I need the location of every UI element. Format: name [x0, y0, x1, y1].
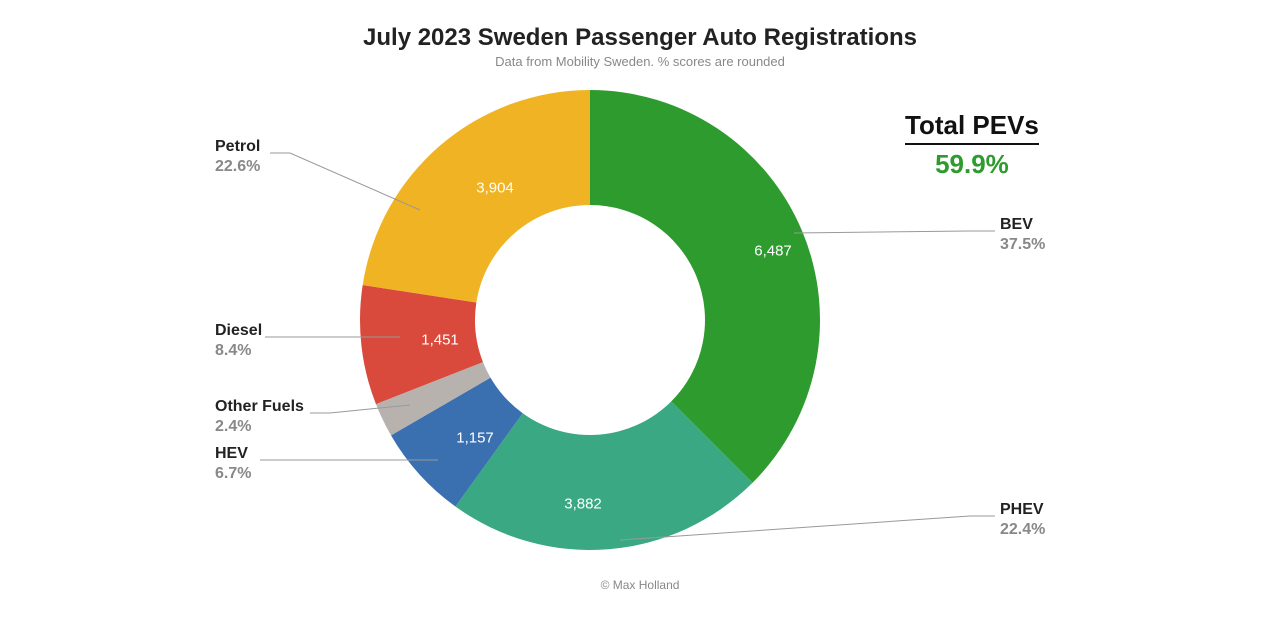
- label-pct: 2.4%: [215, 417, 304, 437]
- label-other-fuels: Other Fuels2.4%: [215, 397, 304, 437]
- slice-value-petrol: 3,904: [476, 180, 514, 197]
- label-diesel: Diesel8.4%: [215, 321, 262, 361]
- donut-chart: [0, 0, 1280, 617]
- leader-line: [794, 231, 995, 233]
- label-phev: PHEV22.4%: [1000, 500, 1045, 540]
- chart-page: { "title": "July 2023 Sweden Passenger A…: [0, 0, 1280, 617]
- credit-text: © Max Holland: [0, 578, 1280, 592]
- label-hev: HEV6.7%: [215, 444, 251, 484]
- label-name: Petrol: [215, 137, 260, 157]
- label-pct: 22.6%: [215, 157, 260, 177]
- callout-value: 59.9%: [905, 149, 1039, 180]
- label-name: HEV: [215, 444, 251, 464]
- label-name: Diesel: [215, 321, 262, 341]
- total-pevs-callout: Total PEVs 59.9%: [905, 110, 1039, 180]
- callout-label: Total PEVs: [905, 110, 1039, 145]
- label-pct: 37.5%: [1000, 235, 1045, 255]
- slice-value-hev: 1,157: [456, 430, 494, 447]
- label-pct: 6.7%: [215, 464, 251, 484]
- slice-bev: [590, 90, 820, 483]
- label-name: PHEV: [1000, 500, 1045, 520]
- label-bev: BEV37.5%: [1000, 215, 1045, 255]
- label-name: BEV: [1000, 215, 1045, 235]
- label-pct: 8.4%: [215, 341, 262, 361]
- slice-value-bev: 6,487: [754, 243, 792, 260]
- slice-value-diesel: 1,451: [421, 332, 459, 349]
- label-name: Other Fuels: [215, 397, 304, 417]
- slice-value-phev: 3,882: [564, 496, 602, 513]
- label-petrol: Petrol22.6%: [215, 137, 260, 177]
- label-pct: 22.4%: [1000, 520, 1045, 540]
